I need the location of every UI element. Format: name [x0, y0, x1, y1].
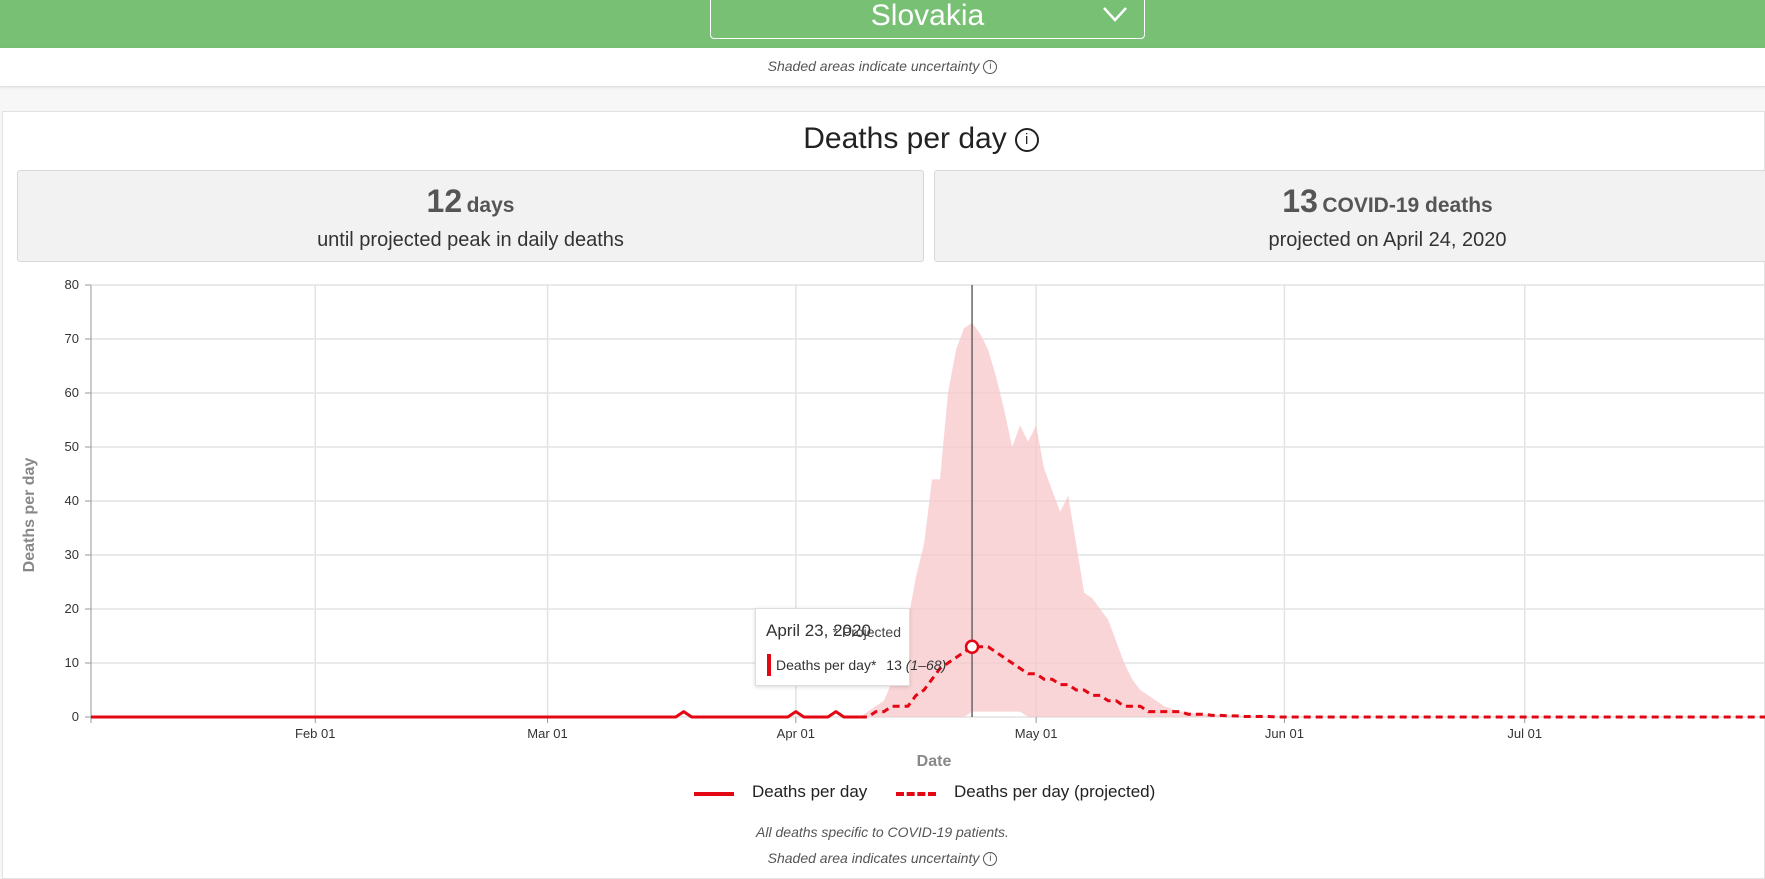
- marker-layer: [964, 285, 980, 717]
- stat-number: 12: [426, 183, 463, 219]
- tooltip-series-label: Deaths per day*: [776, 657, 877, 673]
- country-select[interactable]: Slovakia: [710, 0, 1145, 39]
- axis-layer: 0 10 20 30 40 50 60 70 80 Feb 01 Mar 01 Apr 01 May 0…: [65, 277, 1765, 741]
- y-tick-label: 60: [65, 385, 79, 400]
- chart-tooltip: April 23, 2020 * Projected Deaths per da…: [755, 608, 946, 686]
- x-tick-label: May 01: [1015, 726, 1058, 741]
- country-name: Slovakia: [870, 0, 985, 32]
- tooltip-range: (1–68): [905, 657, 947, 673]
- stat-unit: COVID-19 deaths: [1322, 194, 1493, 217]
- x-tick-label: Apr 01: [777, 726, 815, 741]
- stat-number: 13: [1282, 183, 1318, 219]
- uncertainty-band: [859, 322, 1301, 717]
- hover-marker: [964, 639, 980, 655]
- chevron-down-icon: [1103, 7, 1127, 22]
- x-tick-label: Jun 01: [1265, 726, 1304, 741]
- tooltip-value-row: Deaths per day* 13 (1–68): [776, 657, 946, 673]
- y-tick-label: 20: [65, 601, 79, 616]
- tooltip-date: April 23, 2020: [766, 621, 871, 640]
- footer-note-uncertainty-text: Shaded area indicates uncertainty: [767, 850, 980, 866]
- stat-caption: until projected peak in daily deaths: [317, 229, 624, 251]
- previous-chart-panel: Shaded areas indicate uncertainty i: [0, 48, 1765, 87]
- y-tick-label: 80: [65, 277, 79, 292]
- stat-unit: days: [466, 194, 515, 217]
- info-icon[interactable]: i: [983, 852, 998, 867]
- tooltip-projected-note: * Projected: [832, 624, 901, 640]
- section-title-text: Deaths per day: [803, 122, 1007, 155]
- uncertainty-note-text: Shaded areas indicate uncertainty: [767, 58, 980, 74]
- top-bar: Slovakia: [0, 0, 1765, 48]
- footer-note-deaths: All deaths specific to COVID-19 patients…: [756, 824, 1009, 840]
- legend-label: Deaths per day (projected): [954, 782, 1156, 801]
- y-tick-label: 50: [65, 439, 79, 454]
- legend-line-solid: [694, 792, 734, 796]
- x-tick-label: Mar 01: [527, 726, 567, 741]
- y-tick-label: 10: [65, 655, 79, 670]
- section-title: Deaths per day i: [0, 122, 1765, 156]
- footer-note-uncertainty: Shaded area indicates uncertainty i: [0, 850, 1765, 867]
- info-icon[interactable]: i: [983, 60, 998, 75]
- x-axis-label: Date: [917, 753, 952, 770]
- stat-caption: projected on April 24, 2020: [1268, 229, 1507, 251]
- series-layer: [91, 645, 1765, 719]
- band-layer: [859, 322, 1301, 717]
- stat-card-deaths: 13 COVID-19 deaths projected on April 24…: [934, 170, 1765, 262]
- y-tick-label: 30: [65, 547, 79, 562]
- legend-line-dashed: [896, 792, 936, 796]
- tooltip-series-swatch: [767, 654, 771, 676]
- legend-label: Deaths per day: [752, 782, 868, 801]
- uncertainty-note-top: Shaded areas indicate uncertainty i: [0, 58, 1765, 75]
- x-tick-label: Feb 01: [295, 726, 335, 741]
- y-tick-label: 70: [65, 331, 79, 346]
- y-axis-label: Deaths per day: [21, 458, 38, 573]
- tooltip-value: 13: [886, 657, 902, 673]
- stat-card-peak: 12 days until projected peak in daily de…: [17, 170, 924, 262]
- info-icon[interactable]: i: [1014, 128, 1039, 153]
- y-tick-label: 0: [72, 709, 79, 724]
- x-tick-label: Jul 01: [1507, 726, 1542, 741]
- chart-legend: Deaths per day Deaths per day (projected…: [0, 782, 1765, 806]
- series-line-projected: [859, 645, 1765, 719]
- y-tick-label: 40: [65, 493, 79, 508]
- series-line-deaths: [91, 710, 860, 719]
